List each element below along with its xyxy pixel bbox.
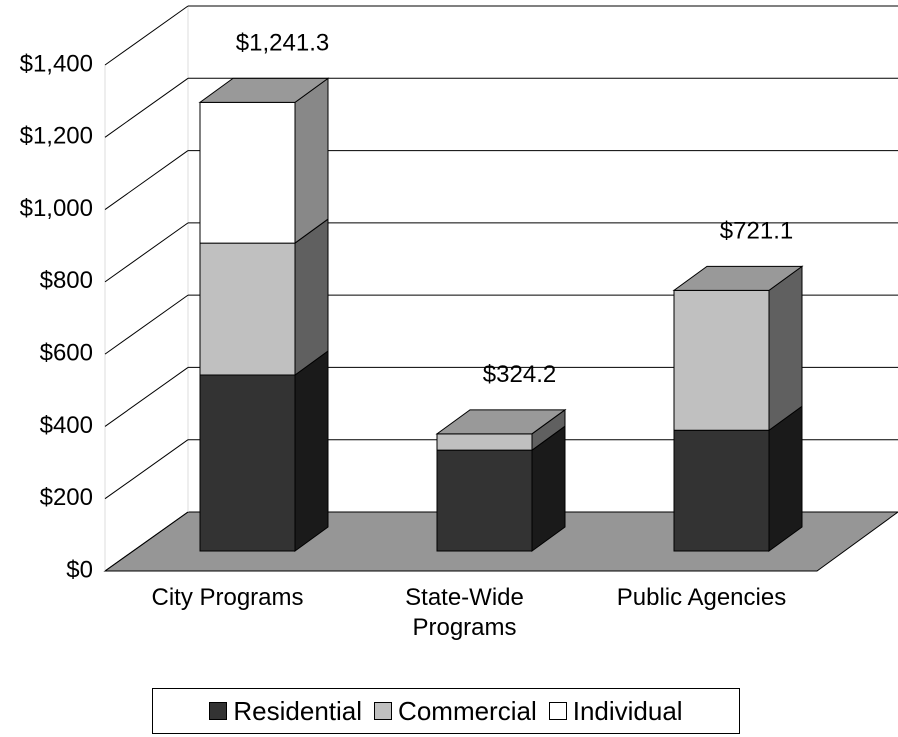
- bar-segment: [673, 405, 803, 552]
- legend-label: Commercial: [398, 695, 537, 726]
- data-label: $1,241.3: [236, 30, 329, 57]
- grid-line: [104, 439, 189, 500]
- y-tick-label: $800: [40, 267, 93, 294]
- bar-top: [198, 77, 330, 103]
- legend-item: Residential: [209, 696, 362, 727]
- bar-front: [673, 289, 770, 431]
- y-tick-label: $200: [40, 484, 93, 511]
- bar-front: [436, 433, 533, 451]
- bar-top: [672, 265, 804, 291]
- y-tick-label: $600: [40, 339, 93, 366]
- y-tick-label: $400: [40, 412, 93, 439]
- bar-segment: [436, 425, 566, 552]
- bar-top: [435, 409, 567, 435]
- grid-line: [104, 294, 189, 355]
- y-tick-label: $1,000: [20, 195, 93, 222]
- grid-line: [104, 511, 189, 572]
- legend-swatch: [209, 702, 228, 720]
- grid-line: [104, 150, 189, 210]
- bar-side: [294, 350, 329, 552]
- y-tick-label: $1,400: [20, 50, 93, 77]
- x-tick-label: City Programs: [151, 584, 304, 611]
- grid-line: [104, 222, 189, 283]
- y-tick-label: $1,200: [20, 123, 93, 150]
- bar-segment: [199, 350, 329, 552]
- legend-item: Commercial: [374, 696, 537, 727]
- bar-segment: [199, 218, 329, 376]
- y-tick-label: $0: [66, 556, 93, 583]
- legend-swatch: [548, 702, 567, 720]
- data-label: $721.1: [720, 218, 793, 245]
- grid-line: [104, 367, 189, 427]
- bar-segment: [673, 265, 803, 432]
- data-label: $324.2: [483, 361, 556, 388]
- legend: Residential Commercial Individual: [152, 688, 740, 734]
- bar-side: [768, 265, 803, 432]
- bar-side: [768, 405, 803, 552]
- bar-front: [199, 101, 296, 244]
- bar-front: [199, 242, 296, 376]
- bar-front: [436, 449, 533, 552]
- bar-front: [199, 374, 296, 552]
- legend-label: Individual: [572, 695, 683, 726]
- legend-label: Residential: [233, 695, 363, 726]
- bar-front: [673, 429, 770, 552]
- x-tick-label: State-Wide Programs: [405, 584, 524, 641]
- grid-line: [104, 77, 189, 138]
- legend-swatch: [374, 702, 393, 720]
- grid-line: [104, 5, 189, 66]
- bar-side: [294, 218, 329, 376]
- x-tick-label: Public Agencies: [616, 584, 787, 611]
- legend-item: Individual: [548, 695, 683, 727]
- bar-side: [294, 77, 329, 245]
- bar-segment: [199, 77, 329, 245]
